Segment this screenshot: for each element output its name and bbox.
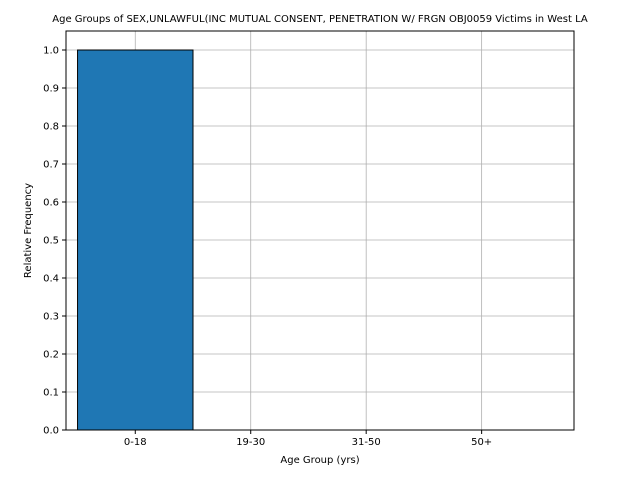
y-tick-label: 0.4 [43,274,59,285]
ticks: 0.0 0.1 0.2 0.3 0.4 0.5 0.6 0.7 0.8 0.9 1.0 0-18 19-… [43,46,492,449]
y-tick-label: 0.0 [43,426,59,437]
plot-frame [65,30,575,431]
x-tick-label: 19-30 [236,437,265,448]
bars [77,49,540,431]
x-tick-label: 0-18 [124,437,147,448]
y-tick-label: 0.9 [43,84,59,95]
y-axis-label: Relative Frequency [23,183,34,278]
bar-0-18 [77,49,194,431]
y-tick-label: 0.6 [43,198,59,209]
y-tick-label: 0.8 [43,122,59,133]
x-tick-label: 31-50 [352,437,381,448]
y-tick-label: 0.1 [43,388,59,399]
y-tick-label: 0.5 [43,236,59,247]
y-tick-label: 0.7 [43,160,59,171]
chart-title: Age Groups of SEX,UNLAWFUL(INC MUTUAL CO… [52,14,588,25]
y-tick-label: 0.2 [43,350,59,361]
x-tick-label: 50+ [471,437,492,448]
x-axis-label: Age Group (yrs) [280,455,359,466]
y-tick-label: 0.3 [43,312,59,323]
y-tick-label: 1.0 [43,46,59,57]
